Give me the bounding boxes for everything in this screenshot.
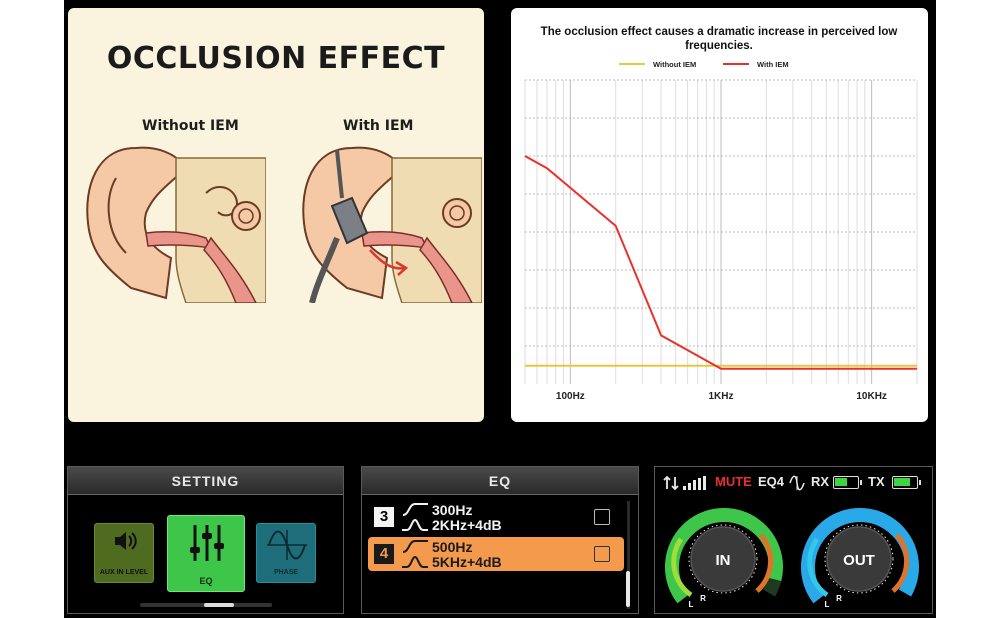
chart-title-line-1: The occlusion effect causes a dramatic i… — [541, 26, 898, 38]
ear-with-iem-image — [302, 146, 482, 303]
meter-in-label: IN — [716, 552, 731, 569]
sine-wave-icon — [267, 530, 307, 560]
setting-scrollbar-thumb[interactable] — [204, 603, 234, 607]
meter-in-right-channel: R — [700, 594, 706, 603]
x-tick-label: 100Hz — [556, 391, 585, 402]
eq-band-checkbox[interactable] — [594, 509, 610, 525]
chart-grid — [524, 79, 918, 384]
aux-in-level-tile[interactable]: AUX IN LEVEL — [94, 523, 154, 583]
signal-strength-icon — [683, 476, 706, 490]
setting-panel-title: SETTING — [68, 467, 343, 495]
meter-out-label: OUT — [843, 552, 875, 569]
aux-in-level-label: AUX IN LEVEL — [99, 569, 149, 576]
mute-indicator: MUTE — [715, 474, 752, 489]
eq-band-filter-frequency: 500Hz — [432, 539, 473, 555]
chart-legend: Without IEM With IEM — [619, 60, 789, 69]
eq-band-number: 4 — [374, 544, 394, 564]
phase-indicator-icon — [789, 475, 805, 491]
occlusion-illustration: OCCLUSION EFFECT Without IEM With IEM — [68, 8, 484, 422]
chart-title-line-2: frequencies. — [685, 40, 753, 52]
frequency-chart: The occlusion effect causes a dramatic i… — [511, 8, 928, 422]
eq-band-gain-setting: 2KHz+4dB — [432, 517, 502, 533]
sync-arrows-icon — [663, 475, 679, 491]
input-level-meter: IN L R — [664, 508, 783, 609]
bell-curve-icon — [402, 555, 428, 568]
phase-tile[interactable]: PHASE — [256, 523, 316, 583]
series-line — [524, 155, 917, 370]
sliders-icon — [190, 525, 224, 561]
high-pass-curve-icon — [402, 503, 428, 516]
tx-label: TX — [868, 474, 885, 489]
chart-x-ticks: 100Hz 1KHz 10KHz — [556, 391, 887, 402]
status-bar: MUTE EQ4 RX TX — [655, 470, 932, 494]
caption-with-iem: With IEM — [343, 118, 414, 134]
bell-curve-icon — [402, 518, 428, 531]
eq-scrollbar-thumb[interactable] — [626, 571, 630, 607]
legend-label: Without IEM — [653, 60, 696, 69]
eq-band-number: 3 — [374, 507, 394, 527]
eq-scrollbar-track — [627, 501, 630, 609]
tx-battery-icon — [892, 476, 921, 489]
eq-tile[interactable]: EQ — [167, 515, 245, 592]
ear-without-iem-image — [86, 146, 266, 303]
rx-label: RX — [811, 474, 830, 489]
meter-out-right-channel: R — [836, 594, 842, 603]
eq-band-checkbox[interactable] — [594, 546, 610, 562]
x-tick-label: 10KHz — [856, 391, 887, 402]
tx-battery-level — [894, 478, 910, 486]
output-level-meter: OUT L R — [800, 508, 919, 609]
phase-tile-label: PHASE — [273, 569, 299, 576]
setting-panel: SETTING AUX IN LEVEL EQ PHASE — [67, 466, 344, 614]
meter-in-left-channel: L — [689, 600, 694, 609]
meter-out-left-channel: L — [825, 600, 830, 609]
rx-battery-level — [835, 478, 847, 486]
eq-band-filter-frequency: 300Hz — [432, 502, 473, 518]
status-panel: MUTE EQ4 RX TX IN L R OUT L R — [654, 466, 933, 614]
illustration-title: OCCLUSION EFFECT — [106, 41, 446, 76]
eq-panel: EQ 3 300Hz 2KHz+4dB 4 500Hz 5KHz+4dB — [361, 466, 639, 614]
high-pass-curve-icon — [402, 540, 428, 553]
legend-label: With IEM — [757, 60, 789, 69]
eq-tile-label: EQ — [199, 576, 213, 586]
eq-band-gain-setting: 5KHz+4dB — [432, 554, 502, 570]
x-tick-label: 1KHz — [708, 391, 733, 402]
eq-preset-indicator: EQ4 — [758, 474, 785, 489]
eq-panel-title: EQ — [362, 467, 638, 495]
eq-band-row[interactable]: 3 300Hz 2KHz+4dB — [368, 500, 624, 534]
eq-band-row-selected[interactable]: 4 500Hz 5KHz+4dB — [368, 537, 624, 571]
speaker-icon — [115, 532, 137, 550]
chart-series — [524, 155, 917, 370]
rx-battery-icon — [833, 476, 862, 489]
caption-without-iem: Without IEM — [142, 118, 239, 134]
chart-svg: The occlusion effect causes a dramatic i… — [524, 26, 918, 402]
